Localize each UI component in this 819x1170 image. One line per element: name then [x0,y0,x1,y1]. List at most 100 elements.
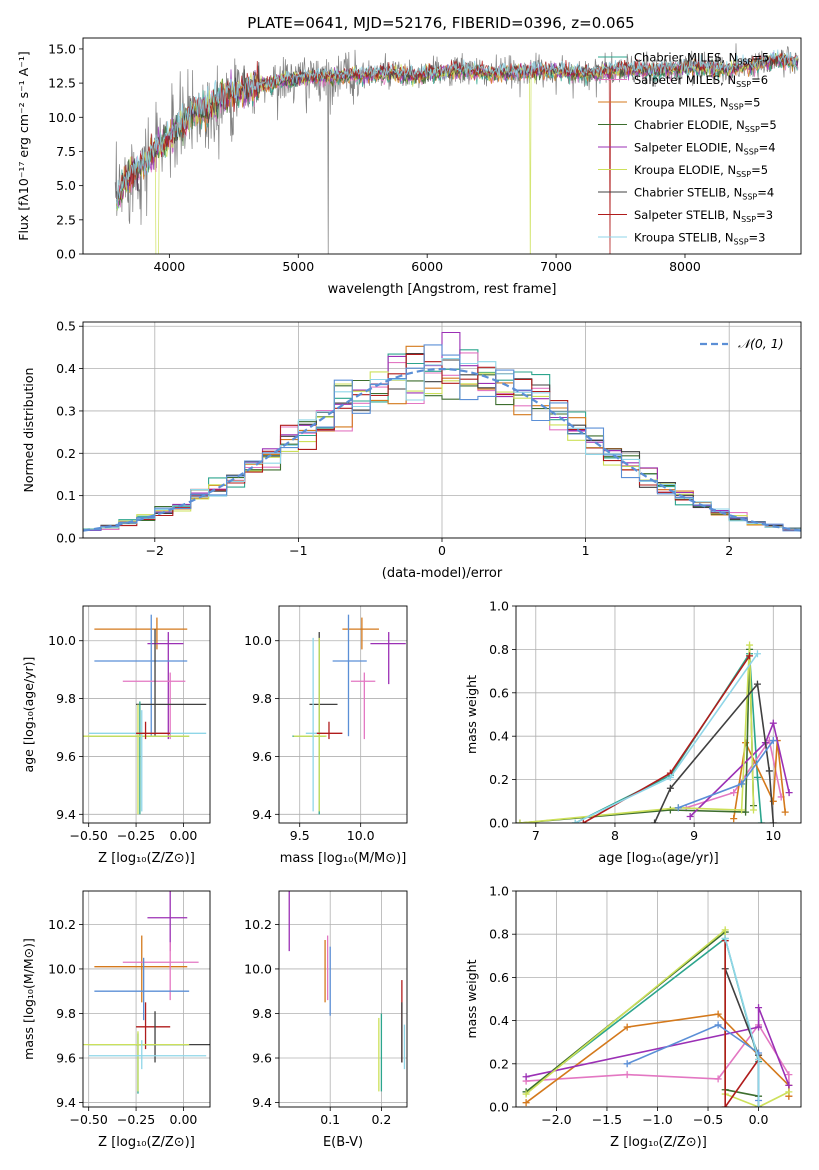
mass-weight-marker [755,1055,763,1063]
plot-area-residuals [83,322,801,538]
mass-weight-marker [785,1088,793,1096]
legend-entry: Salpeter STELIB, NSSP=3 [634,208,773,224]
residual-histogram [83,344,801,532]
mass-weight-marker [738,780,746,788]
mass-weight-line [526,1023,790,1097]
y-tick-label: 9.6 [56,749,76,764]
x-tick-label: −1.5 [592,1112,622,1127]
x-tick-label: 10.0 [347,828,375,843]
panel-weight-vs-age: 7 8 9 10 0.0 0.2 0.4 0.6 0.8 1.0 age [log₁₀(age/yr… [464,599,802,866]
y-tick-label: 0.0 [56,247,76,262]
y-tick-label: 0.4 [489,1013,509,1028]
x-tick-label: −0.50 [70,828,108,843]
x-axis-label: Z [log₁₀(Z/Z⊙)] [98,851,195,866]
mass-weight-line [525,1007,790,1086]
mass-weight-marker [769,819,777,823]
x-tick-label: 0.0 [749,1112,769,1127]
axes-frame [82,605,211,824]
mass-weight-marker [753,650,761,658]
y-tick-label: 0.4 [489,729,509,744]
mass-weight-marker [721,935,729,943]
mass-weight-marker [757,819,765,823]
panel-age-vs-mass: 9.5 10.0 9.4 9.6 9.8 10.0 mass [log₁₀(M/M⊙)] [244,605,408,866]
y-axis-label: Flux [fλ10⁻¹⁷ erg cm⁻² s⁻¹ A⁻¹] [16,51,31,240]
mass-weight-marker [714,1010,722,1018]
y-tick-label: 5.0 [56,178,76,193]
y-tick-label: 0.2 [56,446,76,461]
y-tick-label: 15.0 [48,41,76,56]
mass-weight-marker [714,1075,722,1083]
mass-weight-marker [666,773,674,781]
x-tick-label: −0.25 [117,1112,155,1127]
mass-weight-marker [753,773,761,781]
y-tick-label: 10.0 [48,633,76,648]
mass-weight-marker [623,1023,631,1031]
model-spectrum-line [116,49,799,206]
axes-frame [82,37,802,255]
errorbar-point [293,637,327,812]
model-spectrum-line [116,52,799,254]
residual-histogram [83,357,801,530]
mass-weight-marker [755,1103,763,1107]
mass-weight-marker [522,1073,530,1081]
legend-entry: Kroupa STELIB, NSSP=3 [634,231,765,247]
panel-weight-vs-Z: −2.0 −1.5 −1.0 −0.5 0.0 0.0 0.2 0.4 0.6 0.8 1.0 Z [… [464,884,802,1150]
plot-area-weight-vs-age [516,606,801,823]
legend-entry: Salpeter ELODIE, NSSP=4 [634,141,776,157]
axes-frame [515,890,802,1108]
mass-weight-marker [666,806,674,814]
y-tick-label: 9.8 [252,1006,272,1021]
mass-weight-marker [674,804,682,812]
axes-frame [278,605,408,824]
panels: 4000 5000 6000 7000 80000.02.55.07.510.012.5… [16,37,802,1150]
x-axis-label: age [log₁₀(age/yr)] [598,851,719,866]
mass-weight-marker [516,819,524,823]
x-tick-label: 2 [725,543,733,558]
y-tick-label: 10.2 [48,917,76,932]
panel-spectrum: 4000 5000 6000 7000 8000 0.0 2.5 5.0 7.5 10.0 12.5… [16,37,802,297]
mass-weight-marker [522,1090,530,1098]
y-tick-label: 12.5 [48,76,76,91]
mass-weight-marker [769,719,777,727]
y-tick-label: 9.8 [56,1006,76,1021]
legend-entry: 𝒩(0, 1) [738,336,784,351]
errorbar-point [136,629,207,737]
y-tick-label: 9.4 [252,807,272,822]
y-tick-label: 10.0 [244,633,272,648]
panel-mass-vs-ebv: 0.1 0.2 9.4 9.6 9.8 10.0 10.2 E(B-V) [244,890,408,1150]
x-tick-label: −1 [289,543,307,558]
mass-weight-marker [746,652,754,660]
legend-entry: Chabrier MILES, NSSP=5 [634,51,769,67]
legend-entry: Salpeter MILES, NSSP=6 [634,73,768,89]
x-tick-label: −2.0 [541,1112,571,1127]
y-tick-label: 1.0 [489,599,509,614]
errorbar-point [332,614,367,737]
x-axis-label: E(B-V) [323,1135,363,1150]
x-tick-label: 5000 [282,259,314,274]
x-axis-label: Z [log₁₀(Z/Z⊙)] [610,1135,707,1150]
x-tick-label: 6000 [411,259,443,274]
mass-weight-marker [651,819,659,823]
errorbar-point [147,632,184,740]
x-tick-label: 9 [690,828,698,843]
x-tick-label: 0 [438,543,446,558]
errorbar-point [370,632,406,685]
y-axis-label: Normed distribution [21,368,36,493]
y-tick-label: 0.4 [56,361,76,376]
y-tick-label: 9.4 [56,1095,76,1110]
y-tick-label: 0.5 [56,319,76,334]
y-tick-label: 0.3 [56,403,76,418]
errorbar-point [83,1031,190,1092]
mass-weight-marker [714,1021,722,1029]
panel-mass-vs-Z: −0.50 −0.25 0.00 9.4 9.6 9.8 10.0 10.2 Z [log₁₀(… [21,890,211,1150]
panel-age-vs-Z: −0.50 −0.25 0.00 9.4 9.6 9.8 10.0 Z [log₁₀(Z/Z⊙… [21,605,211,866]
mass-weight-marker [522,1099,530,1107]
mass-weight-marker [746,641,754,649]
mass-weight-marker [623,1060,631,1068]
y-tick-label: 10.0 [48,961,76,976]
y-tick-label: 9.8 [252,691,272,706]
x-tick-label: −0.25 [117,828,155,843]
y-axis-label: mass weight [464,959,479,1038]
